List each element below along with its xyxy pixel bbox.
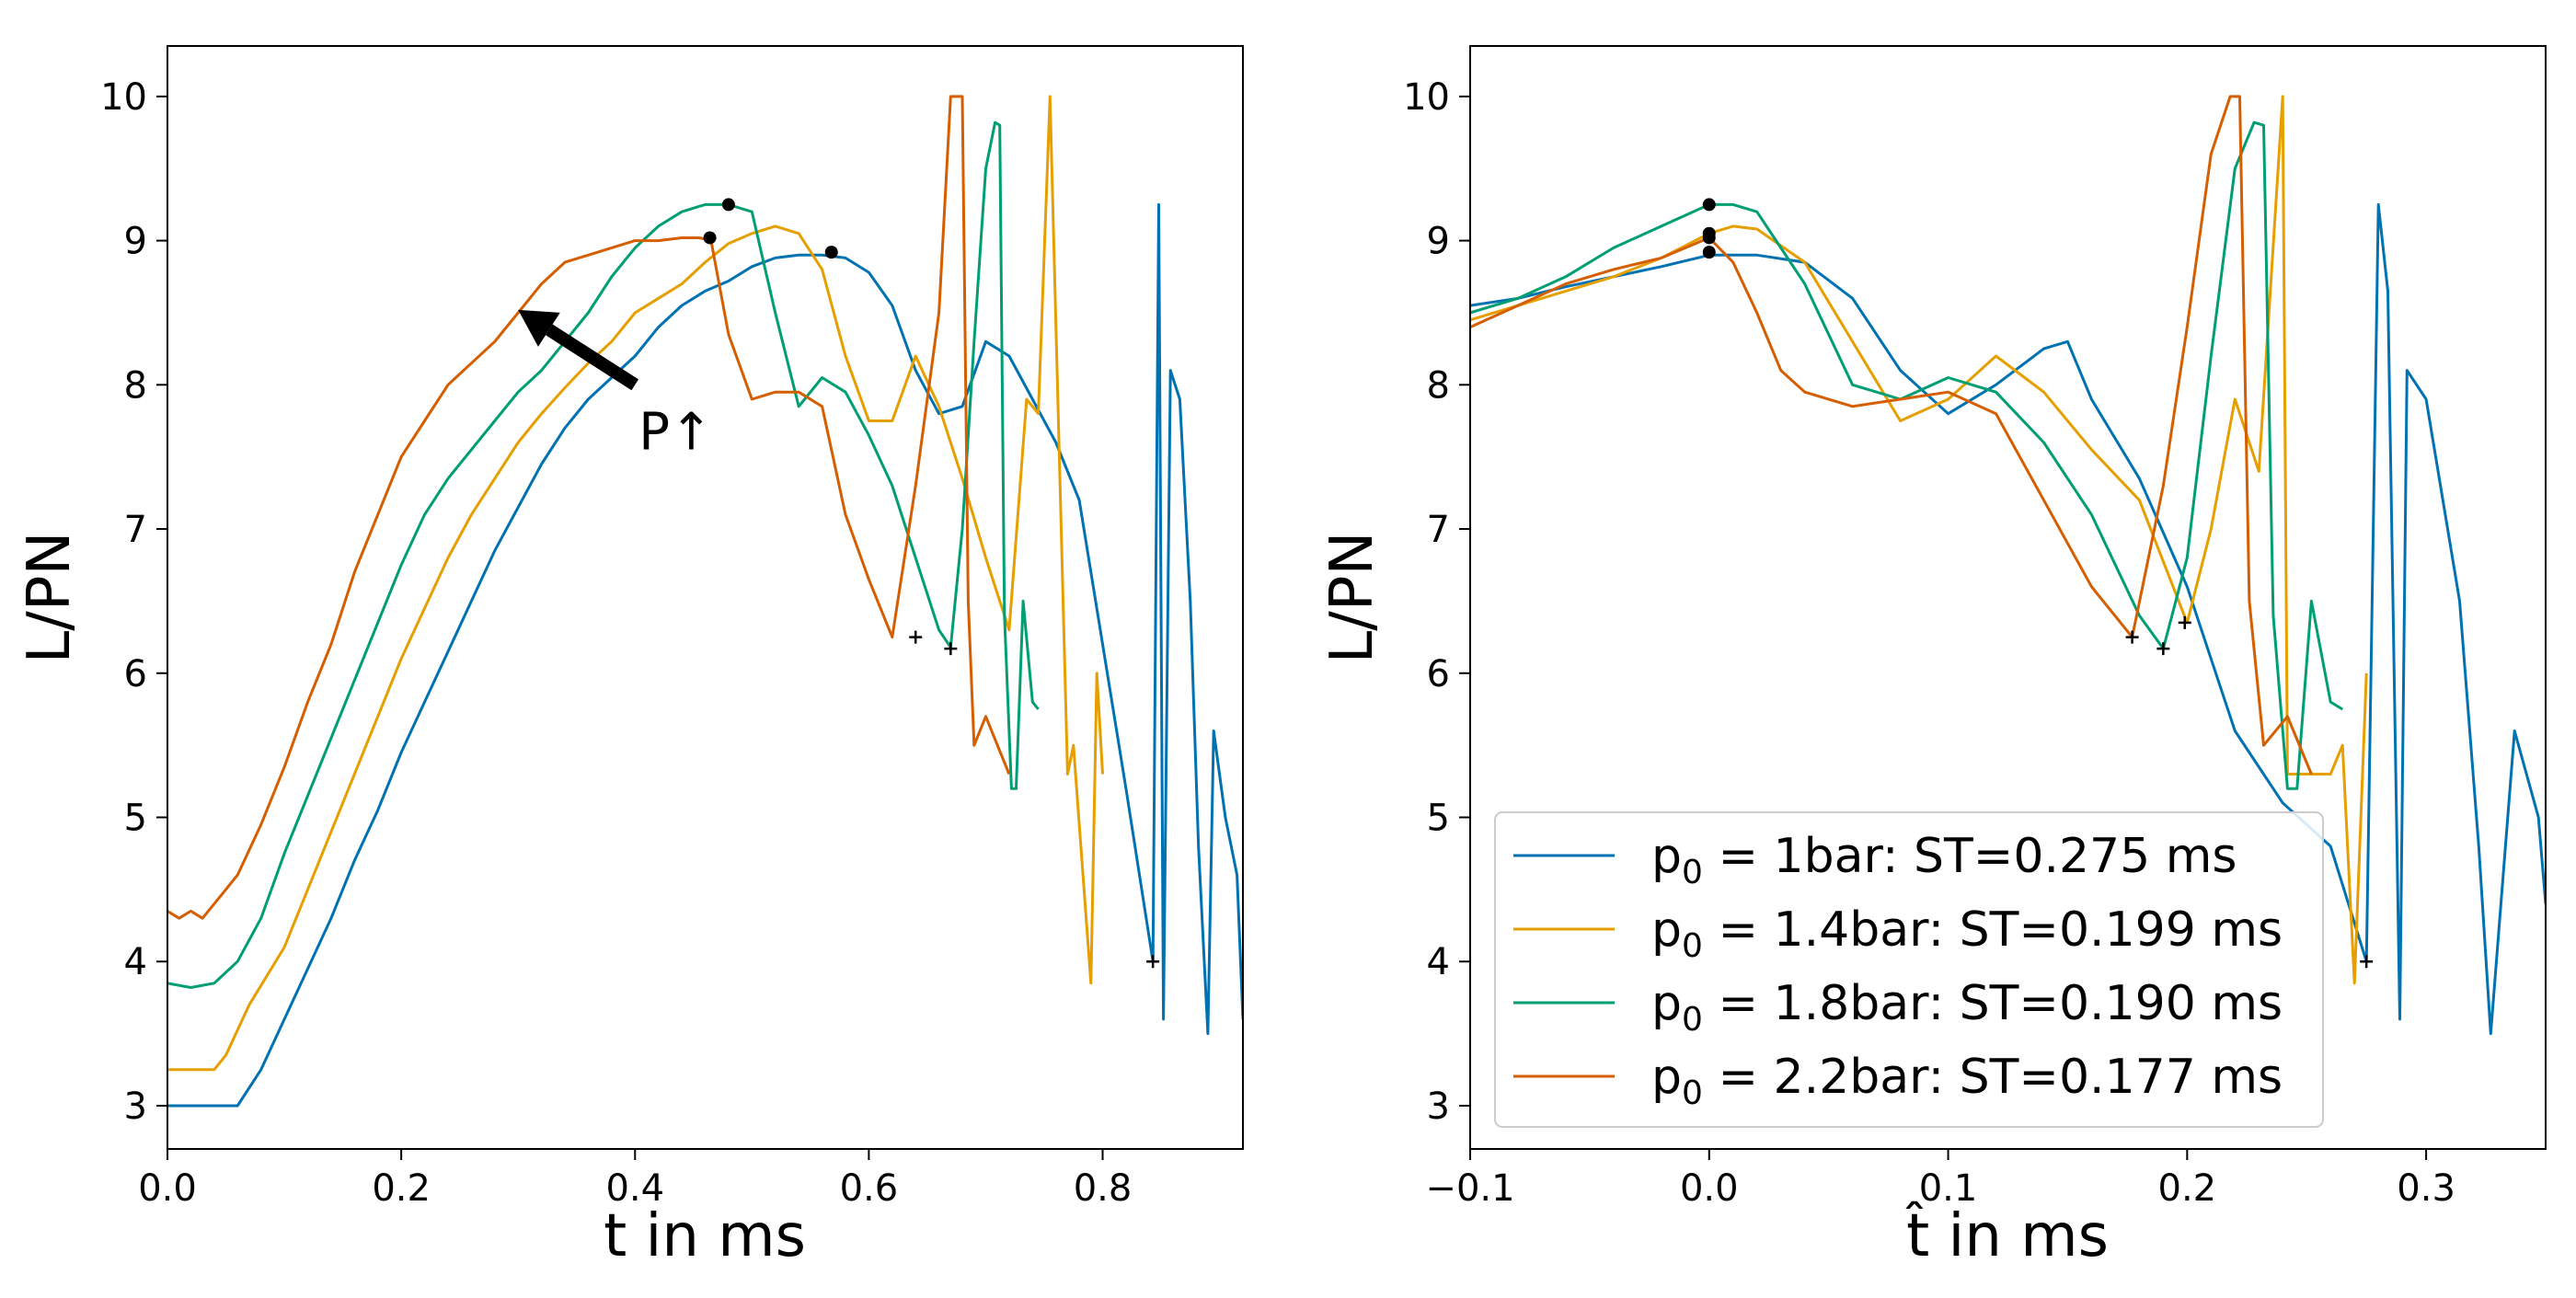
axes-frame bbox=[1469, 45, 2547, 1150]
peak-marker bbox=[1702, 231, 1716, 245]
y-tick-label: 8 bbox=[1427, 364, 1450, 407]
x-tick-label: −0.1 bbox=[1425, 1167, 1514, 1210]
x-tick-label: 0.8 bbox=[1074, 1167, 1133, 1210]
series-line-p0=2.2bar bbox=[167, 95, 1011, 920]
series-line-p0=2.2bar bbox=[1470, 95, 2313, 775]
x-tick-label: 0.0 bbox=[1680, 1167, 1739, 1210]
series-line-p0=1.8bar bbox=[1470, 121, 2343, 790]
legend-entry: p0 = 1bar: ST=0.275 ms bbox=[1651, 829, 2237, 891]
y-tick-label: 4 bbox=[124, 941, 147, 983]
legend-entry-subscript: 0 bbox=[1682, 1074, 1703, 1112]
legend-entry-prefix: p bbox=[1651, 902, 1682, 958]
y-tick-label: 10 bbox=[100, 76, 147, 119]
legend-entry: p0 = 1.4bar: ST=0.199 ms bbox=[1651, 902, 2283, 965]
legend-entry-prefix: p bbox=[1651, 829, 1682, 884]
y-tick-label: 9 bbox=[124, 221, 147, 263]
legend-entry-text: = 1.8bar: ST=0.190 ms bbox=[1703, 976, 2283, 1031]
y-tick-label: 7 bbox=[1427, 509, 1450, 551]
y-tick-label: 6 bbox=[124, 653, 147, 695]
y-tick-label: 8 bbox=[124, 364, 147, 407]
y-tick-label: 6 bbox=[1427, 653, 1450, 695]
plot-area bbox=[1470, 95, 2546, 1036]
legend-entry-prefix: p bbox=[1651, 976, 1682, 1031]
legend-entry-text: = 1bar: ST=0.275 ms bbox=[1703, 829, 2237, 884]
y-axis-label: L/PN bbox=[16, 532, 84, 664]
y-tick-label: 4 bbox=[1427, 941, 1450, 983]
trough-marker bbox=[909, 630, 923, 644]
legend-entry-subscript: 0 bbox=[1682, 927, 1703, 965]
y-tick-label: 7 bbox=[124, 509, 147, 551]
plot-area bbox=[167, 95, 1243, 1108]
y-tick-label: 3 bbox=[124, 1085, 147, 1128]
legend-entry-text: = 1.4bar: ST=0.199 ms bbox=[1703, 902, 2283, 958]
x-tick-label: 0.0 bbox=[138, 1167, 197, 1210]
trough-marker bbox=[2178, 615, 2191, 629]
legend-entry-subscript: 0 bbox=[1682, 1001, 1703, 1039]
pressure-arrow-shaft bbox=[546, 324, 639, 391]
x-tick-label: 0.1 bbox=[1919, 1167, 1978, 1210]
trough-marker bbox=[1146, 955, 1160, 969]
x-tick-label: 0.3 bbox=[2397, 1167, 2455, 1210]
y-tick-label: 10 bbox=[1403, 76, 1450, 119]
legend-entry-prefix: p bbox=[1651, 1050, 1682, 1105]
left-chart-panel: 0.0 0.2 0.4 0.6 0.8 3 4 5 6 7 8 9 10 t in ms L/PN P↑ bbox=[16, 45, 1244, 1270]
x-tick-label: 0.4 bbox=[605, 1167, 664, 1210]
y-tick-label: 5 bbox=[1427, 798, 1450, 840]
x-tick-label: 0.6 bbox=[840, 1167, 899, 1210]
x-tick-label: 0.2 bbox=[2158, 1167, 2217, 1210]
y-tick-label: 9 bbox=[1427, 221, 1450, 263]
series-line-p0=1bar bbox=[1470, 202, 2546, 1036]
legend-entry: p0 = 2.2bar: ST=0.177 ms bbox=[1651, 1050, 2283, 1112]
series-line-p0=1bar bbox=[167, 202, 1243, 1108]
trough-marker bbox=[2360, 955, 2374, 969]
axes-frame bbox=[167, 45, 1244, 1150]
trough-marker bbox=[944, 642, 958, 656]
peak-marker bbox=[1702, 246, 1716, 259]
peak-marker bbox=[1702, 198, 1716, 212]
series-line-p0=1.4bar bbox=[167, 95, 1104, 1072]
x-axis-label: t̂ in ms bbox=[1905, 1200, 2109, 1270]
y-axis-label: L/PN bbox=[1318, 532, 1386, 664]
peak-marker bbox=[824, 246, 838, 259]
trough-marker bbox=[2156, 642, 2170, 656]
pressure-annotation: P↑ bbox=[638, 402, 713, 462]
trough-marker bbox=[2125, 630, 2139, 644]
legend-entry-subscript: 0 bbox=[1682, 854, 1703, 891]
y-tick-label: 3 bbox=[1427, 1085, 1450, 1128]
peak-marker bbox=[703, 231, 717, 245]
y-tick-label: 5 bbox=[124, 798, 147, 840]
series-line-p0=1.8bar bbox=[167, 121, 1040, 989]
pressure-arrow-head bbox=[518, 309, 560, 347]
legend-entry: p0 = 1.8bar: ST=0.190 ms bbox=[1651, 976, 2283, 1039]
peak-marker bbox=[721, 198, 735, 212]
legend-entry-text: = 2.2bar: ST=0.177 ms bbox=[1703, 1050, 2283, 1105]
right-chart-panel: −0.1 0.0 0.1 0.2 0.3 3 4 5 6 7 8 9 10 t̂ in ms L/PN p0 … bbox=[1318, 45, 2547, 1270]
x-axis-label: t in ms bbox=[604, 1202, 806, 1270]
legend-box bbox=[1494, 811, 2324, 1128]
x-tick-label: 0.2 bbox=[372, 1167, 431, 1210]
